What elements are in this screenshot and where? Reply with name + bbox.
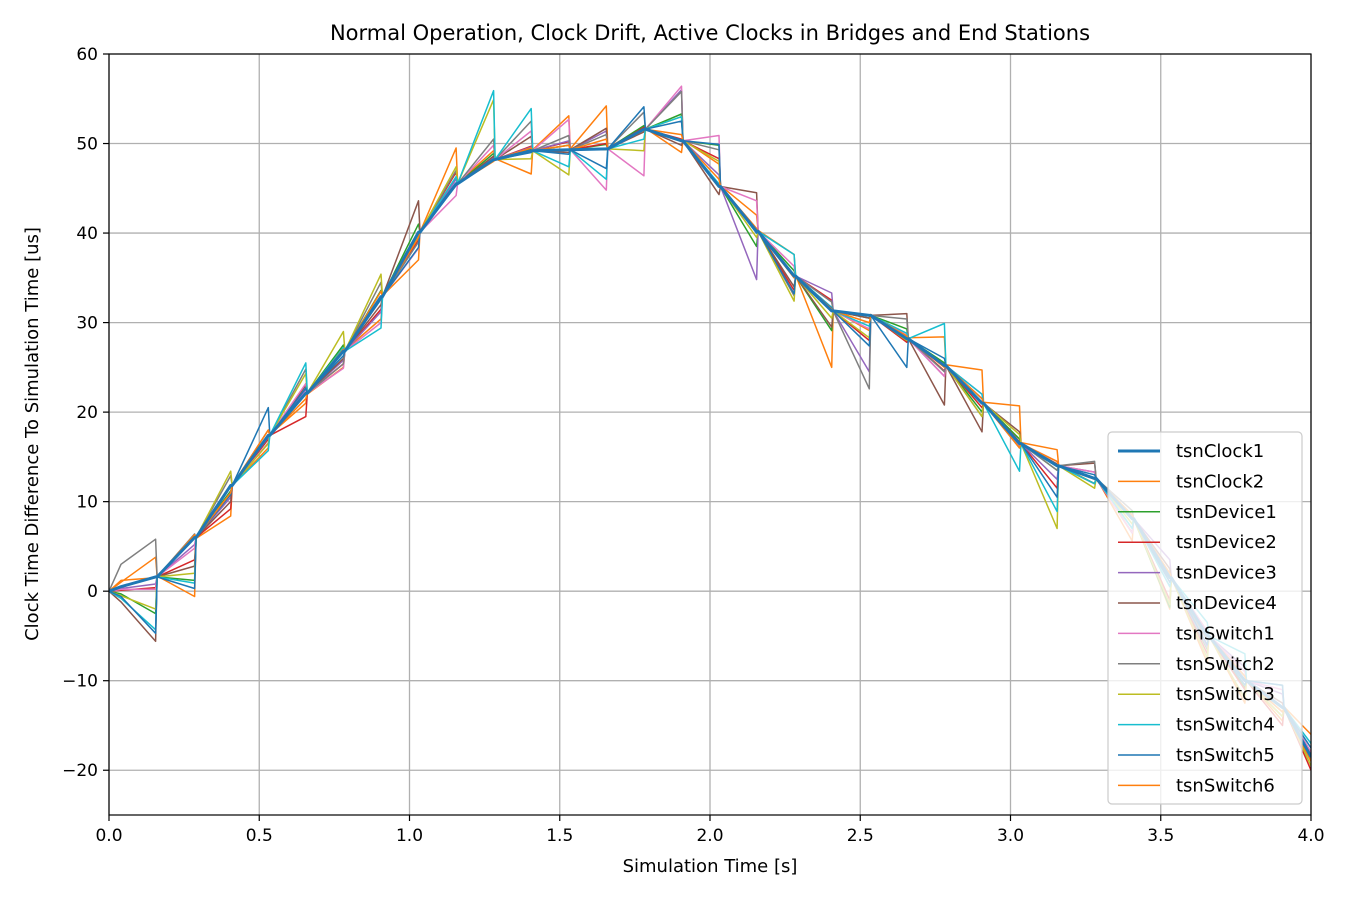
legend-label: tsnDevice2: [1176, 532, 1277, 553]
y-tick-label: 60: [76, 45, 98, 65]
legend-label: tsnSwitch6: [1176, 775, 1275, 796]
y-tick-label: 20: [76, 403, 98, 423]
legend-label: tsnSwitch5: [1176, 745, 1275, 766]
x-tick-label: 3.5: [1147, 826, 1174, 846]
legend-label: tsnSwitch4: [1176, 715, 1275, 736]
legend: tsnClock1 tsnClock2 tsnDevice1 tsnDevice2 ts…: [1107, 431, 1303, 805]
chart-title: Normal Operation, Clock Drift, Active Cl…: [330, 21, 1090, 45]
y-tick-label: 10: [76, 493, 98, 513]
legend-label: tsnClock1: [1176, 441, 1264, 462]
y-tick-label: 0: [87, 582, 98, 602]
x-tick-label: 1.5: [546, 826, 573, 846]
legend-label: tsnDevice3: [1176, 563, 1277, 584]
legend-label: tsnClock2: [1176, 471, 1264, 492]
legend-label: tsnDevice1: [1176, 502, 1277, 523]
x-tick-label: 1.0: [396, 826, 423, 846]
y-axis-label: Clock Time Difference To Simulation Time…: [22, 227, 43, 641]
x-axis-ticks: 0.0 0.5 1.0 1.5 2.0 2.5 3.0 3.5 4.0: [95, 815, 1325, 846]
x-axis-label: Simulation Time [s]: [623, 856, 798, 877]
x-tick-label: 0.0: [95, 826, 122, 846]
legend-label: tsnSwitch1: [1176, 623, 1275, 644]
x-tick-label: 2.0: [696, 826, 723, 846]
y-tick-label: 40: [76, 224, 98, 244]
legend-label: tsnDevice4: [1176, 593, 1277, 614]
legend-label: tsnSwitch2: [1176, 654, 1275, 675]
x-tick-label: 4.0: [1297, 826, 1324, 846]
legend-label: tsnSwitch3: [1176, 684, 1275, 705]
y-tick-label: −20: [62, 761, 98, 781]
y-tick-label: 50: [76, 135, 98, 155]
y-tick-label: −10: [62, 672, 98, 692]
y-axis-ticks: −20 −10 0 10 20 30 40 50 60: [62, 45, 109, 781]
y-tick-label: 30: [76, 314, 98, 334]
x-tick-label: 2.5: [847, 826, 874, 846]
legend-box: [1107, 431, 1303, 805]
x-tick-label: 0.5: [246, 826, 273, 846]
x-tick-label: 3.0: [997, 826, 1024, 846]
